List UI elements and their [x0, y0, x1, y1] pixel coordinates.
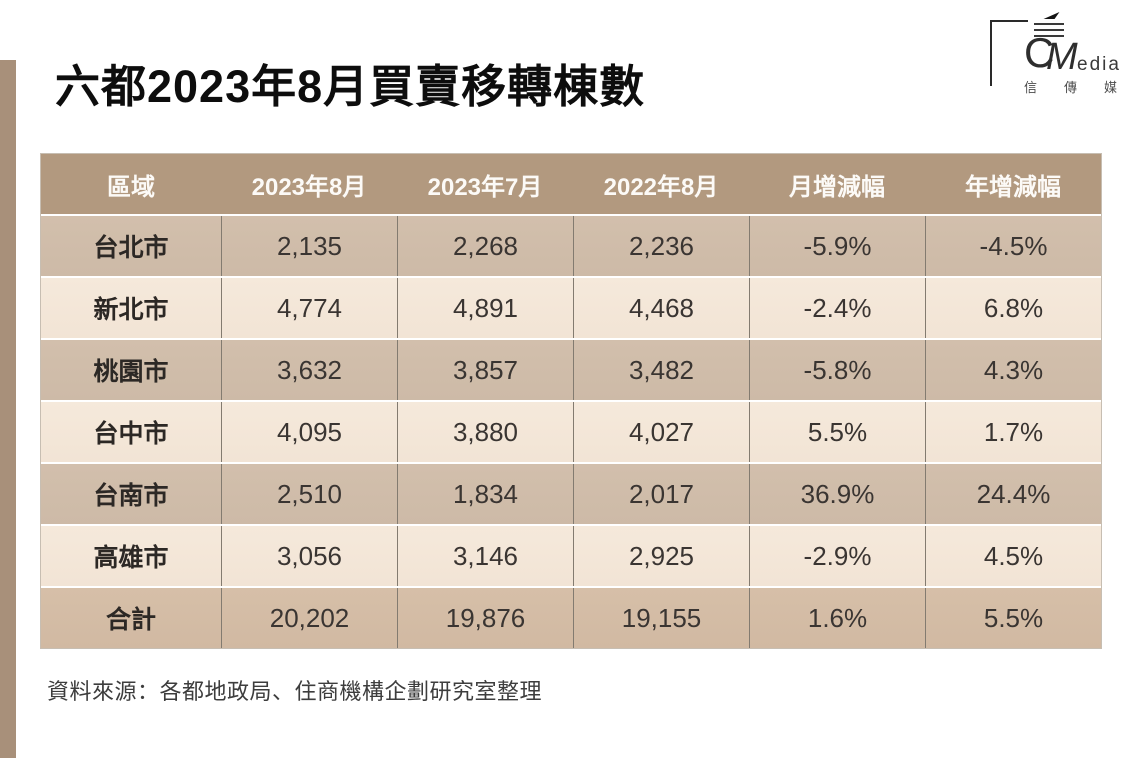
table-header-row: 區域 2023年8月 2023年7月 2022年8月 月增減幅 年增減幅: [41, 154, 1101, 214]
page-title: 六都2023年8月買賣移轉棟數: [55, 61, 646, 112]
source-note: 資料來源：各都地政局、住商機構企劃研究室整理: [47, 679, 543, 704]
cmedia-logo: C M edia 信傳媒: [988, 10, 1124, 98]
value-cell: 4,027: [573, 402, 749, 462]
column-header-aug2023: 2023年8月: [251, 173, 367, 201]
value-cell: 3,146: [397, 526, 573, 586]
value-cell: 36.9%: [749, 464, 925, 524]
value-cell: 3,632: [221, 340, 397, 400]
value-cell: 2,510: [221, 464, 397, 524]
column-header-jul2023: 2023年7月: [427, 173, 543, 201]
column-header-region: 區域: [107, 173, 155, 201]
value-cell: 1.6%: [749, 588, 925, 648]
table-row-taipei: 台北市 2,135 2,268 2,236 -5.9% -4.5%: [41, 214, 1101, 276]
value-cell: 1,834: [397, 464, 573, 524]
logo-letter-m: M: [1046, 36, 1078, 78]
value-cell: 2,017: [573, 464, 749, 524]
logo-chinese-name: 信傳媒: [1024, 80, 1136, 95]
left-accent-bar: [0, 60, 16, 758]
value-cell: 1.7%: [925, 402, 1101, 462]
value-cell: 4,891: [397, 278, 573, 338]
region-cell: 台南市: [93, 482, 169, 510]
value-cell: 3,880: [397, 402, 573, 462]
table-row-tainan: 台南市 2,510 1,834 2,017 36.9% 24.4%: [41, 462, 1101, 524]
value-cell: 2,268: [397, 216, 573, 276]
table-row-taoyuan: 桃園市 3,632 3,857 3,482 -5.8% 4.3%: [41, 338, 1101, 400]
logo-edia-text: edia: [1077, 54, 1121, 75]
column-header-yoy-change: 年增減幅: [965, 173, 1061, 201]
value-cell: 4,468: [573, 278, 749, 338]
value-cell: 2,135: [221, 216, 397, 276]
region-cell: 高雄市: [93, 544, 169, 572]
table-row-newtaipei: 新北市 4,774 4,891 4,468 -2.4% 6.8%: [41, 276, 1101, 338]
transfer-table: 區域 2023年8月 2023年7月 2022年8月 月增減幅 年增減幅 台北市…: [40, 153, 1102, 649]
region-cell: 桃園市: [93, 358, 169, 386]
value-cell: 2,236: [573, 216, 749, 276]
logo-speech-line: [1034, 29, 1064, 31]
table-row-taichung: 台中市 4,095 3,880 4,027 5.5% 1.7%: [41, 400, 1101, 462]
value-cell: 4.3%: [925, 340, 1101, 400]
value-cell: 4,774: [221, 278, 397, 338]
value-cell: 4,095: [221, 402, 397, 462]
value-cell: 2,925: [573, 526, 749, 586]
value-cell: -5.9%: [749, 216, 925, 276]
logo-triangle-icon: [1043, 12, 1060, 19]
table-row-total: 合計 20,202 19,876 19,155 1.6% 5.5%: [41, 586, 1101, 648]
value-cell: 6.8%: [925, 278, 1101, 338]
value-cell: 19,155: [573, 588, 749, 648]
column-header-aug2022: 2022年8月: [603, 173, 719, 201]
value-cell: 3,857: [397, 340, 573, 400]
value-cell: -5.8%: [749, 340, 925, 400]
region-cell: 台北市: [93, 234, 169, 262]
region-cell: 台中市: [93, 420, 169, 448]
value-cell: 20,202: [221, 588, 397, 648]
region-cell: 新北市: [93, 296, 169, 324]
logo-speech-line: [1034, 23, 1064, 25]
logo-speech-lines-icon: [1034, 23, 1064, 41]
region-cell: 合計: [105, 606, 156, 634]
value-cell: -2.4%: [749, 278, 925, 338]
logo-letter-c: C: [1024, 29, 1055, 76]
value-cell: 19,876: [397, 588, 573, 648]
value-cell: 24.4%: [925, 464, 1101, 524]
value-cell: 5.5%: [925, 588, 1101, 648]
logo-bracket-shape: [990, 20, 1028, 86]
value-cell: -4.5%: [925, 216, 1101, 276]
value-cell: -2.9%: [749, 526, 925, 586]
value-cell: 3,482: [573, 340, 749, 400]
value-cell: 3,056: [221, 526, 397, 586]
value-cell: 4.5%: [925, 526, 1101, 586]
table-row-kaohsiung: 高雄市 3,056 3,146 2,925 -2.9% 4.5%: [41, 524, 1101, 586]
logo-speech-line: [1034, 35, 1064, 37]
column-header-mom-change: 月增減幅: [789, 173, 885, 201]
value-cell: 5.5%: [749, 402, 925, 462]
